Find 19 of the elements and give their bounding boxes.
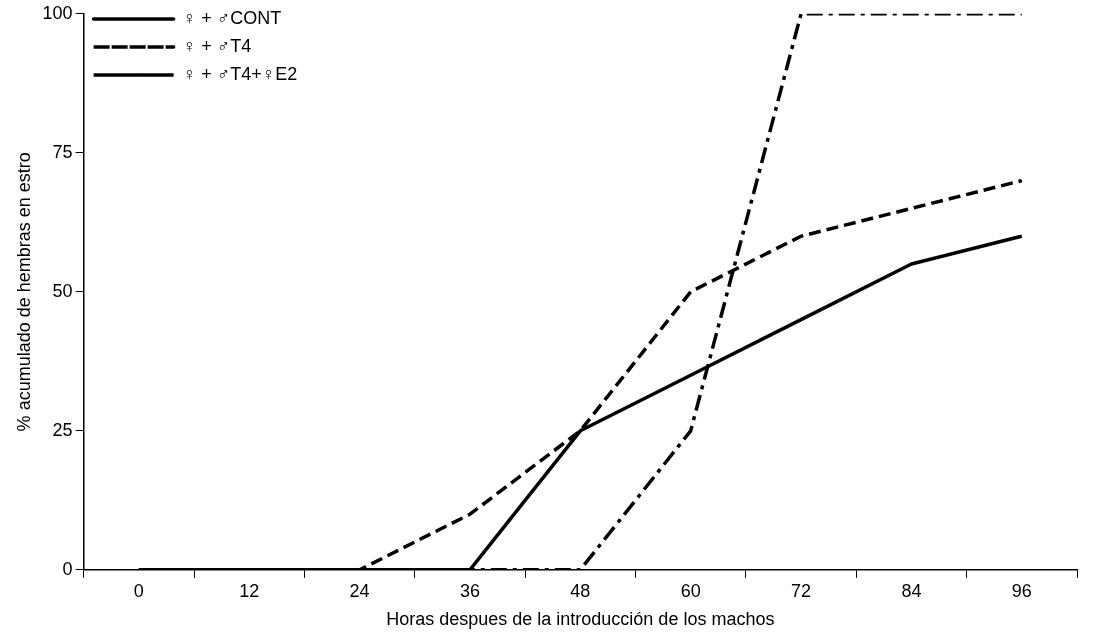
y-tick-label: 100	[42, 2, 73, 23]
x-tick-label: 48	[570, 580, 591, 601]
x-tick-label: 72	[791, 580, 812, 601]
x-tick-label: 60	[680, 580, 701, 601]
x-tick-label: 12	[239, 580, 260, 601]
y-tick-label: 25	[52, 419, 73, 440]
x-tick-label: 36	[459, 580, 480, 601]
x-tick-label: 96	[1011, 580, 1032, 601]
x-tick-label: 84	[901, 580, 922, 601]
y-tick-label: 75	[52, 141, 73, 162]
y-axis-title: % acumulado de hembras en estro	[13, 152, 34, 432]
x-tick-label: 0	[133, 580, 144, 601]
y-tick-label: 50	[52, 280, 73, 301]
legend-label: ♀ + ♂T4	[182, 35, 252, 56]
y-tick-label: 0	[62, 558, 73, 579]
legend-label: ♀ + ♂T4+♀E2	[182, 63, 298, 84]
legend-label: ♀ + ♂CONT	[182, 7, 282, 28]
x-axis-title: Horas despues de la introducción de los machos	[386, 609, 775, 630]
x-tick-label: 24	[349, 580, 370, 601]
